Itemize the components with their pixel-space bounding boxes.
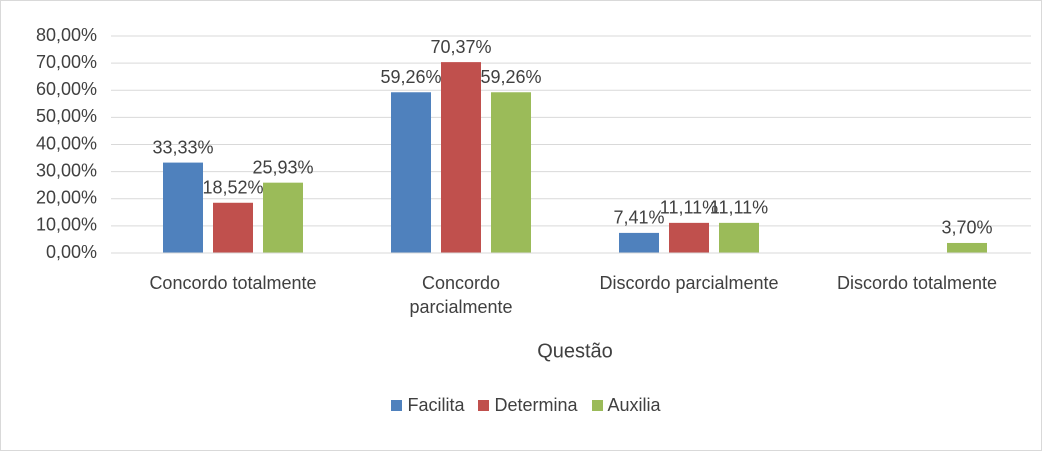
- x-tick-label: Concordo totalmente: [149, 273, 317, 293]
- data-label: 25,93%: [252, 157, 313, 177]
- bar: [213, 202, 253, 253]
- y-tick-label: 0,00%: [46, 242, 97, 262]
- data-label: 11,11%: [660, 198, 718, 218]
- y-tick-label: 10,00%: [36, 215, 97, 235]
- y-tick-label: 80,00%: [36, 25, 97, 45]
- bar: [491, 92, 531, 253]
- legend-label: Determina: [494, 395, 578, 415]
- bar: [669, 222, 709, 253]
- y-tick-label: 60,00%: [36, 79, 97, 99]
- legend-swatch: [478, 400, 490, 411]
- legend-label: Auxilia: [607, 395, 661, 415]
- data-label: 59,26%: [380, 67, 441, 87]
- y-tick-label: 70,00%: [36, 52, 97, 72]
- x-tick-label: Discordo parcialmente: [599, 273, 779, 293]
- legend-swatch: [591, 400, 603, 411]
- data-label: 18,52%: [202, 178, 263, 198]
- legend-swatch: [391, 400, 403, 411]
- data-label: 70,37%: [430, 37, 491, 57]
- bar: [719, 222, 759, 253]
- legend-label: Facilita: [407, 395, 465, 415]
- legend: Facilita Determina Auxilia: [0, 395, 1052, 416]
- data-label: 59,26%: [480, 67, 541, 87]
- data-label: 7,41%: [613, 208, 664, 228]
- legend-item: Determina: [478, 395, 578, 416]
- data-label: 11,11%: [710, 198, 768, 218]
- bar: [263, 182, 303, 253]
- bar: [391, 92, 431, 253]
- data-label: 33,33%: [152, 137, 213, 157]
- y-tick-label: 40,00%: [36, 133, 97, 153]
- bar: [441, 62, 481, 254]
- x-tick-label: Concordo parcialmente: [409, 273, 513, 317]
- y-tick-label: 50,00%: [36, 106, 97, 126]
- bar: [163, 162, 203, 253]
- bar: [619, 232, 659, 253]
- x-axis-title: Questão: [537, 340, 613, 362]
- y-tick-label: 20,00%: [36, 188, 97, 208]
- x-tick-label: Discordo totalmente: [836, 273, 998, 293]
- chart-border: [0, 0, 1042, 451]
- y-tick-label: 30,00%: [36, 160, 97, 180]
- legend-item: Auxilia: [591, 395, 661, 416]
- bar: [947, 242, 987, 253]
- legend-item: Facilita: [391, 395, 464, 416]
- data-label: 3,70%: [941, 218, 992, 238]
